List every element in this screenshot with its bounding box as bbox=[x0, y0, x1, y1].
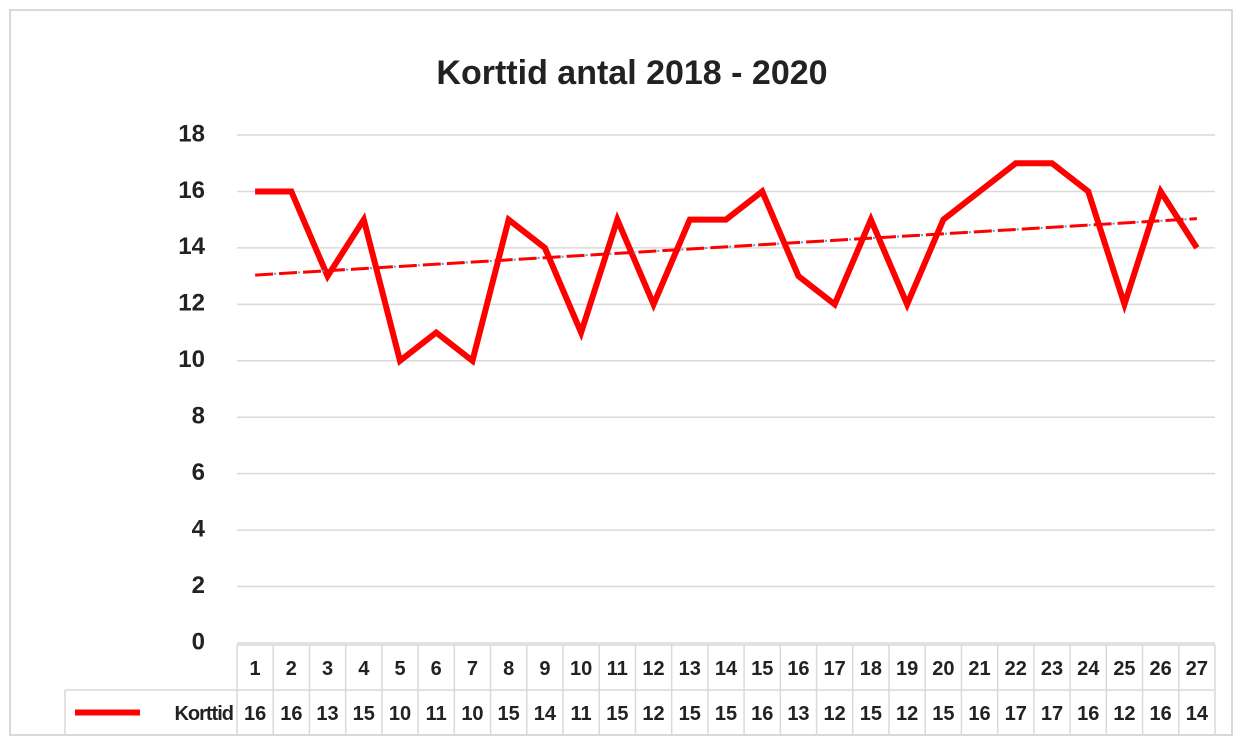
table-value: 15 bbox=[860, 703, 882, 725]
y-tick-label: 12 bbox=[178, 290, 205, 317]
table-value: 16 bbox=[1150, 703, 1172, 725]
x-tick-label: 22 bbox=[1005, 658, 1027, 680]
table-value: 12 bbox=[824, 703, 846, 725]
legend-label: Korttid bbox=[174, 703, 233, 725]
table-value: 15 bbox=[679, 703, 701, 725]
x-tick-label: 10 bbox=[570, 658, 592, 680]
y-tick-label: 6 bbox=[192, 459, 205, 486]
x-tick-label: 6 bbox=[431, 658, 442, 680]
x-tick-label: 15 bbox=[751, 658, 773, 680]
x-tick-label: 19 bbox=[896, 658, 918, 680]
table-value: 15 bbox=[498, 703, 520, 725]
table-value: 12 bbox=[1113, 703, 1135, 725]
y-tick-label: 16 bbox=[178, 177, 205, 204]
table-value: 15 bbox=[353, 703, 375, 725]
x-tick-label: 14 bbox=[715, 658, 738, 680]
table-value: 14 bbox=[1186, 703, 1209, 725]
table-value: 11 bbox=[426, 703, 447, 725]
y-tick-label: 2 bbox=[192, 572, 205, 599]
x-tick-label: 17 bbox=[824, 658, 846, 680]
series-line bbox=[255, 160, 1200, 366]
table-value: 12 bbox=[642, 703, 664, 725]
x-tick-label: 20 bbox=[932, 658, 954, 680]
y-tick-label: 0 bbox=[192, 628, 205, 655]
y-tick-label: 18 bbox=[178, 120, 205, 147]
chart-frame bbox=[9, 9, 1233, 736]
x-tick-label: 9 bbox=[539, 658, 550, 680]
y-tick-label: 14 bbox=[178, 233, 205, 260]
table-value: 11 bbox=[571, 703, 592, 725]
y-tick-label: 10 bbox=[178, 346, 205, 373]
x-tick-label: 26 bbox=[1150, 658, 1172, 680]
table-value: 16 bbox=[244, 703, 266, 725]
table-value: 16 bbox=[1077, 703, 1099, 725]
x-tick-label: 21 bbox=[968, 658, 990, 680]
table-value: 16 bbox=[751, 703, 773, 725]
table-value: 10 bbox=[389, 703, 411, 725]
x-tick-label: 27 bbox=[1186, 658, 1208, 680]
table-value: 16 bbox=[968, 703, 990, 725]
table-value: 12 bbox=[896, 703, 918, 725]
x-tick-label: 24 bbox=[1077, 658, 1100, 680]
table-value: 17 bbox=[1041, 703, 1063, 725]
x-tick-label: 11 bbox=[607, 658, 628, 680]
x-tick-label: 23 bbox=[1041, 658, 1063, 680]
table-value: 15 bbox=[932, 703, 954, 725]
table-value: 15 bbox=[715, 703, 737, 725]
table-value: 15 bbox=[606, 703, 628, 725]
x-tick-label: 1 bbox=[250, 658, 261, 680]
x-tick-label: 5 bbox=[394, 658, 405, 680]
table-value: 14 bbox=[534, 703, 557, 725]
x-tick-label: 16 bbox=[787, 658, 809, 680]
trendline bbox=[255, 217, 1197, 277]
x-tick-label: 7 bbox=[467, 658, 478, 680]
y-tick-label: 4 bbox=[192, 515, 206, 542]
table-value: 16 bbox=[280, 703, 302, 725]
chart-title: Korttid antal 2018 - 2020 bbox=[436, 54, 827, 92]
table-value: 10 bbox=[461, 703, 483, 725]
y-tick-label: 8 bbox=[192, 403, 205, 430]
x-tick-label: 12 bbox=[642, 658, 664, 680]
x-tick-label: 4 bbox=[358, 658, 370, 680]
table-value: 17 bbox=[1005, 703, 1027, 725]
table-value: 13 bbox=[316, 703, 338, 725]
x-tick-label: 8 bbox=[503, 658, 514, 680]
x-tick-label: 18 bbox=[860, 658, 882, 680]
x-tick-label: 2 bbox=[286, 658, 297, 680]
x-tick-label: 25 bbox=[1113, 658, 1135, 680]
x-tick-label: 13 bbox=[679, 658, 701, 680]
x-tick-label: 3 bbox=[322, 658, 333, 680]
table-value: 13 bbox=[787, 703, 809, 725]
